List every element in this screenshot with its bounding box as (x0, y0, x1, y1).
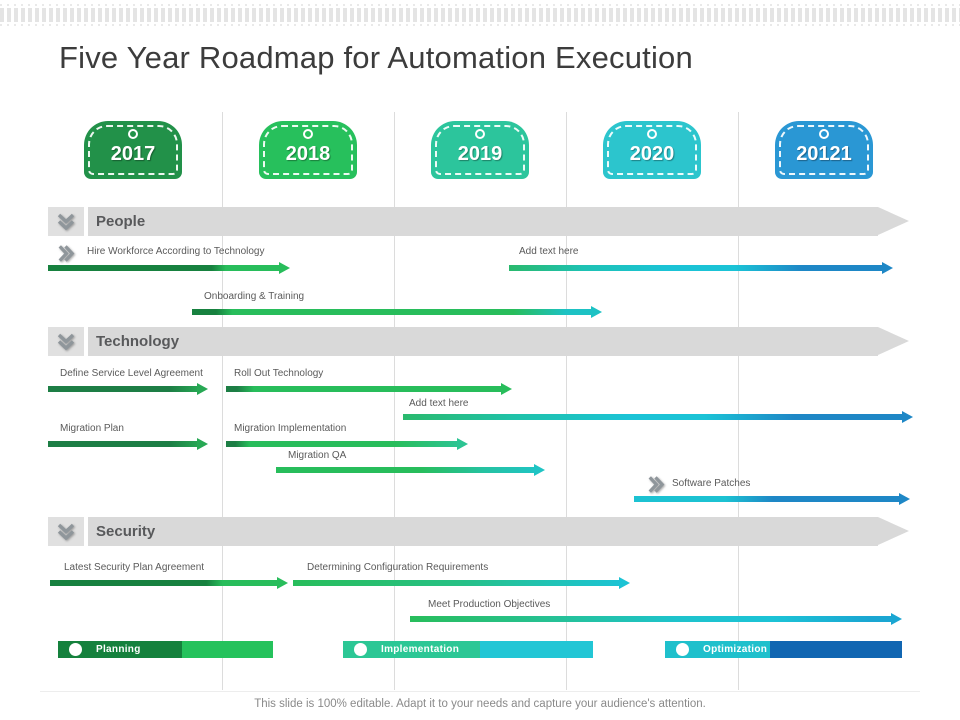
task-label: Meet Production Objectives (428, 599, 551, 610)
grid-line-3 (738, 112, 739, 690)
badge-dashed-border (435, 125, 525, 175)
year-badge-2019: 2019 (431, 121, 529, 179)
lane-band (88, 327, 878, 356)
lane-band-arrow (878, 207, 909, 235)
badge-dashed-border (263, 125, 353, 175)
task-bar (226, 441, 460, 447)
lane-band (88, 517, 878, 546)
chevron-down-icon (57, 213, 75, 230)
page-title: Five Year Roadmap for Automation Executi… (59, 40, 693, 75)
badge-hole-icon (647, 129, 657, 139)
year-badge-label: 2018 (285, 143, 331, 165)
task-label: Add text here (409, 398, 469, 409)
year-badge-20121: 20121 (775, 121, 873, 179)
legend-implementation: Implementation (343, 641, 593, 658)
task-bar (48, 265, 282, 271)
task-bar (410, 616, 894, 622)
task-label: Migration QA (288, 450, 347, 461)
decorative-perforation-strip (0, 4, 960, 26)
legend-label: Optimization (703, 644, 768, 655)
year-badge-label: 2020 (629, 143, 675, 165)
task-bar-arrowhead (197, 438, 208, 450)
double-chevron-right-icon (58, 245, 75, 262)
badge-hole-icon (128, 129, 138, 139)
task-bar (276, 467, 537, 473)
legend-optimization: Optimization (665, 641, 902, 658)
badge-hole-icon (819, 129, 829, 139)
task-bar (634, 496, 902, 502)
lane-header-iconbox (48, 207, 84, 236)
lane-band-arrow (878, 517, 909, 545)
task-label: Determining Configuration Requirements (307, 562, 489, 573)
task-bar (50, 580, 280, 586)
legend-dot-icon (354, 643, 367, 656)
task-bar-arrowhead (619, 577, 630, 589)
footer-divider (40, 691, 920, 692)
year-badge-2018: 2018 (259, 121, 357, 179)
chevron-down-icon (57, 333, 75, 350)
grid-line-0 (222, 112, 223, 690)
task-label: Define Service Level Agreement (60, 368, 203, 379)
task-label: Migration Plan (60, 423, 124, 434)
task-label: Migration Implementation (234, 423, 347, 434)
year-badge-label: 2019 (457, 143, 503, 165)
task-bar (48, 386, 200, 392)
lane-title-people: People (96, 213, 146, 230)
legend-dot-icon (676, 643, 689, 656)
lane-band (88, 207, 878, 236)
legend-planning: Planning (58, 641, 273, 658)
badge-hole-icon (475, 129, 485, 139)
lane-title-security: Security (96, 523, 156, 540)
task-bar (192, 309, 594, 315)
year-badge-label: 20121 (796, 143, 852, 165)
task-label: Roll Out Technology (234, 368, 324, 379)
task-label: Software Patches (672, 478, 751, 489)
task-bar-arrowhead (197, 383, 208, 395)
task-label: Latest Security Plan Agreement (64, 562, 205, 573)
task-bar (509, 265, 885, 271)
badge-dashed-border (607, 125, 697, 175)
task-marker (55, 243, 76, 269)
task-bar (48, 441, 200, 447)
task-bar-arrowhead (891, 613, 902, 625)
task-bar-arrowhead (899, 493, 910, 505)
task-bar-arrowhead (277, 577, 288, 589)
year-badge-2020: 2020 (603, 121, 701, 179)
legend-label: Planning (96, 644, 141, 655)
badge-dashed-border (779, 125, 869, 175)
task-bar-arrowhead (902, 411, 913, 423)
double-chevron-right-icon (648, 476, 665, 493)
chevron-down-icon (57, 523, 75, 540)
task-label: Hire Workforce According to Technology (87, 246, 265, 257)
task-bar (293, 580, 622, 586)
lane-band-arrow (878, 327, 909, 355)
task-label: Add text here (519, 246, 579, 257)
year-badge-2017: 2017 (84, 121, 182, 179)
badge-dashed-border (88, 125, 178, 175)
task-bar (226, 386, 504, 392)
lane-header-iconbox (48, 517, 84, 546)
lane-title-technology: Technology (96, 333, 180, 350)
task-bar-arrowhead (534, 464, 545, 476)
task-bar (403, 414, 905, 420)
grid-line-1 (394, 112, 395, 690)
task-bar-arrowhead (279, 262, 290, 274)
task-bar-arrowhead (501, 383, 512, 395)
task-bar-arrowhead (457, 438, 468, 450)
lane-header-iconbox (48, 327, 84, 356)
year-badge-label: 2017 (110, 143, 156, 165)
badge-hole-icon (303, 129, 313, 139)
legend-label: Implementation (381, 644, 460, 655)
task-label: Onboarding & Training (204, 291, 305, 302)
grid-line-2 (566, 112, 567, 690)
legend-dot-icon (69, 643, 82, 656)
task-bar-arrowhead (591, 306, 602, 318)
footer-note: This slide is 100% editable. Adapt it to… (254, 698, 706, 710)
task-bar-arrowhead (882, 262, 893, 274)
task-marker (645, 474, 666, 500)
